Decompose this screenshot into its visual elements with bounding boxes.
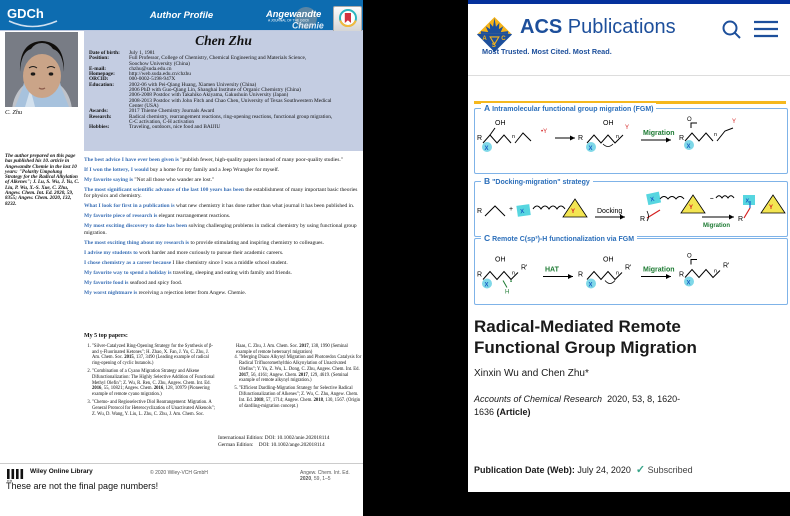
- svg-text:n: n: [512, 271, 515, 277]
- svg-text:R: R: [578, 135, 583, 142]
- svg-text:R: R: [477, 135, 482, 142]
- svg-text:X: X: [589, 146, 593, 152]
- svg-text:R: R: [477, 272, 482, 279]
- svg-text:–: –: [710, 195, 714, 202]
- svg-text:OH: OH: [495, 120, 506, 127]
- svg-text:X: X: [746, 199, 750, 205]
- svg-text:H: H: [505, 290, 509, 296]
- svg-text:R': R': [625, 265, 631, 272]
- svg-text:HAT: HAT: [545, 267, 560, 274]
- svg-text:Y: Y: [769, 205, 773, 211]
- svg-text:Y: Y: [571, 209, 575, 215]
- svg-text:Migration: Migration: [703, 223, 730, 229]
- svg-text:Y: Y: [689, 205, 693, 211]
- svg-text:n: n: [616, 134, 619, 140]
- svg-text:OH: OH: [603, 120, 614, 127]
- svg-text:X: X: [520, 209, 525, 216]
- svg-text:R: R: [738, 216, 743, 223]
- svg-text:•Y: •Y: [541, 129, 547, 135]
- svg-text:R: R: [477, 208, 482, 215]
- svg-text:C: C: [501, 36, 506, 42]
- svg-text:Angewandte: Angewandte: [266, 9, 321, 19]
- svg-text:n: n: [714, 269, 717, 275]
- svg-text:n: n: [512, 134, 515, 140]
- svg-text:R: R: [578, 272, 583, 279]
- svg-text:O: O: [687, 117, 692, 123]
- svg-text:Migration: Migration: [643, 130, 675, 137]
- svg-text:R': R': [723, 263, 729, 270]
- svg-text:Migration: Migration: [643, 267, 675, 274]
- svg-text:n: n: [714, 132, 717, 138]
- svg-text:OH: OH: [495, 257, 506, 264]
- svg-text:X: X: [485, 283, 489, 289]
- svg-text:R: R: [679, 135, 684, 142]
- svg-text:Y: Y: [732, 119, 736, 125]
- svg-text:R: R: [640, 216, 645, 223]
- svg-text:+: +: [509, 206, 513, 213]
- svg-text:X: X: [687, 144, 691, 150]
- svg-text:R: R: [679, 272, 684, 279]
- svg-text:O: O: [687, 254, 692, 260]
- svg-text:n: n: [616, 271, 619, 277]
- svg-text:X: X: [485, 146, 489, 152]
- svg-text:OH: OH: [603, 257, 614, 264]
- svg-text:X: X: [589, 283, 593, 289]
- svg-text:A: A: [482, 36, 487, 42]
- svg-text:Y: Y: [625, 125, 629, 131]
- svg-text:R': R': [521, 265, 527, 272]
- svg-text:Chemie: Chemie: [292, 21, 324, 31]
- svg-text:•: •: [510, 280, 512, 286]
- svg-text:Docking: Docking: [597, 208, 622, 215]
- svg-text:X: X: [687, 281, 691, 287]
